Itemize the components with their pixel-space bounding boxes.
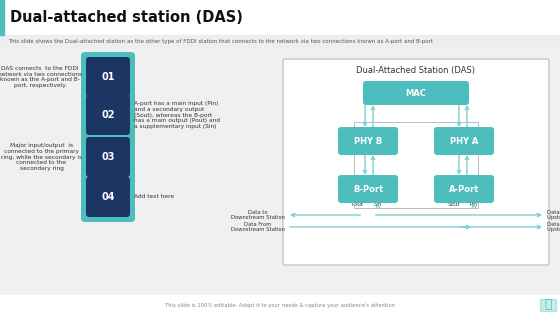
Bar [0, 0, 560, 35]
Text: Data From
Downstream Station: Data From Downstream Station [231, 221, 285, 232]
FancyBboxPatch shape [283, 59, 549, 265]
FancyBboxPatch shape [81, 90, 135, 140]
Bar [105, 135, 111, 137]
Text: This slide is 100% editable. Adapt it to your needs & capture your audience's at: This slide is 100% editable. Adapt it to… [165, 302, 395, 307]
Text: PHY A: PHY A [450, 136, 478, 146]
Text: Pin: Pin [470, 202, 478, 207]
Text: Dual-attached station (DAS): Dual-attached station (DAS) [10, 10, 243, 26]
Text: ⬜: ⬜ [544, 299, 552, 312]
FancyBboxPatch shape [81, 52, 135, 102]
Text: Major input/output  is
connected to the primary
ring, while the secondary is
con: Major input/output is connected to the p… [1, 143, 82, 171]
Text: Add text here: Add text here [134, 194, 174, 199]
Bar [354, 122, 478, 208]
Text: Sout: Sout [448, 202, 460, 207]
FancyBboxPatch shape [363, 81, 469, 105]
Bar [0, 35, 560, 47]
Text: 01: 01 [101, 72, 115, 82]
Bar [0, 295, 560, 315]
FancyBboxPatch shape [86, 57, 130, 97]
Text: 03: 03 [101, 152, 115, 162]
Text: Sin: Sin [374, 202, 382, 207]
Text: Data From
Upstream Station: Data From Upstream Station [547, 209, 560, 220]
FancyBboxPatch shape [86, 95, 130, 135]
FancyBboxPatch shape [81, 132, 135, 182]
Text: A-port has a main input (Pin)
and a secondary output
(Sout), whereas the B-port
: A-port has a main input (Pin) and a seco… [134, 101, 220, 129]
FancyBboxPatch shape [81, 172, 135, 222]
Text: DAS connects  to the FDDI
network via two connections
known as the A-port and B-: DAS connects to the FDDI network via two… [0, 66, 82, 88]
FancyBboxPatch shape [338, 127, 398, 155]
Text: This slide shows the Dual-attached station as the other type of FDDI station tha: This slide shows the Dual-attached stati… [8, 38, 433, 43]
FancyBboxPatch shape [86, 177, 130, 217]
FancyBboxPatch shape [338, 175, 398, 203]
Bar [540, 299, 556, 311]
FancyBboxPatch shape [434, 175, 494, 203]
Text: Pout: Pout [352, 202, 364, 207]
Text: 04: 04 [101, 192, 115, 202]
Text: MAC: MAC [405, 89, 426, 98]
Bar [0, 47, 560, 295]
Text: Data to
Downstream Station: Data to Downstream Station [231, 209, 285, 220]
Text: Data to
Upstream Station: Data to Upstream Station [547, 221, 560, 232]
Text: B-Port: B-Port [353, 185, 383, 193]
Text: PHY B: PHY B [354, 136, 382, 146]
FancyBboxPatch shape [434, 127, 494, 155]
Bar [0, 0, 4, 35]
Bar [105, 95, 111, 97]
Text: Dual-Attached Station (DAS): Dual-Attached Station (DAS) [357, 66, 475, 75]
FancyBboxPatch shape [86, 137, 130, 177]
Text: 02: 02 [101, 110, 115, 120]
Text: A-Port: A-Port [449, 185, 479, 193]
